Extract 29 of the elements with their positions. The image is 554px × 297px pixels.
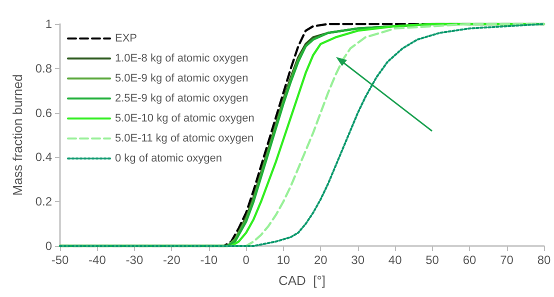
y-tick-label: 0.2: [35, 194, 52, 209]
x-tick-label: -10: [200, 253, 218, 267]
legend-label: 2.5E-9 kg of atomic oxygen: [115, 92, 248, 104]
legend-label: EXP: [115, 32, 138, 44]
x-tick-label: -50: [51, 253, 69, 267]
legend-label: 5.0E-9 kg of atomic oxygen: [115, 72, 248, 84]
x-tick-label: 40: [388, 253, 402, 267]
x-tick-label: -40: [88, 253, 106, 267]
x-tick-label: 70: [500, 253, 514, 267]
x-tick-label: 50: [426, 253, 440, 267]
x-tick-label: 0: [242, 253, 250, 267]
x-tick-label: 80: [537, 253, 551, 267]
x-tick-label: 30: [351, 253, 365, 267]
y-tick-label: 0.6: [35, 106, 52, 120]
legend-label: 1.0E-8 kg of atomic oxygen: [115, 52, 248, 64]
x-tick-label: -20: [163, 253, 181, 267]
y-tick-label: 0.4: [35, 150, 52, 164]
legend-label: 0 kg of atomic oxygen: [115, 152, 222, 164]
x-tick-label: 20: [314, 253, 328, 267]
x-tick-label: 60: [462, 253, 477, 267]
legend-label: 5.0E-11 kg of atomic oxygen: [115, 132, 254, 144]
y-tick-label: 0.8: [35, 61, 52, 76]
y-axis-title: Mass fraction burned: [10, 74, 25, 196]
legend-label: 5.0E-10 kg of atomic oxygen: [115, 112, 254, 124]
x-tick-label: 10: [276, 253, 290, 267]
x-tick-label: -30: [126, 253, 144, 267]
y-tick-label: 1: [45, 17, 52, 31]
x-axis-title: CAD [°]: [278, 273, 326, 288]
y-tick-label: 0: [45, 239, 52, 253]
